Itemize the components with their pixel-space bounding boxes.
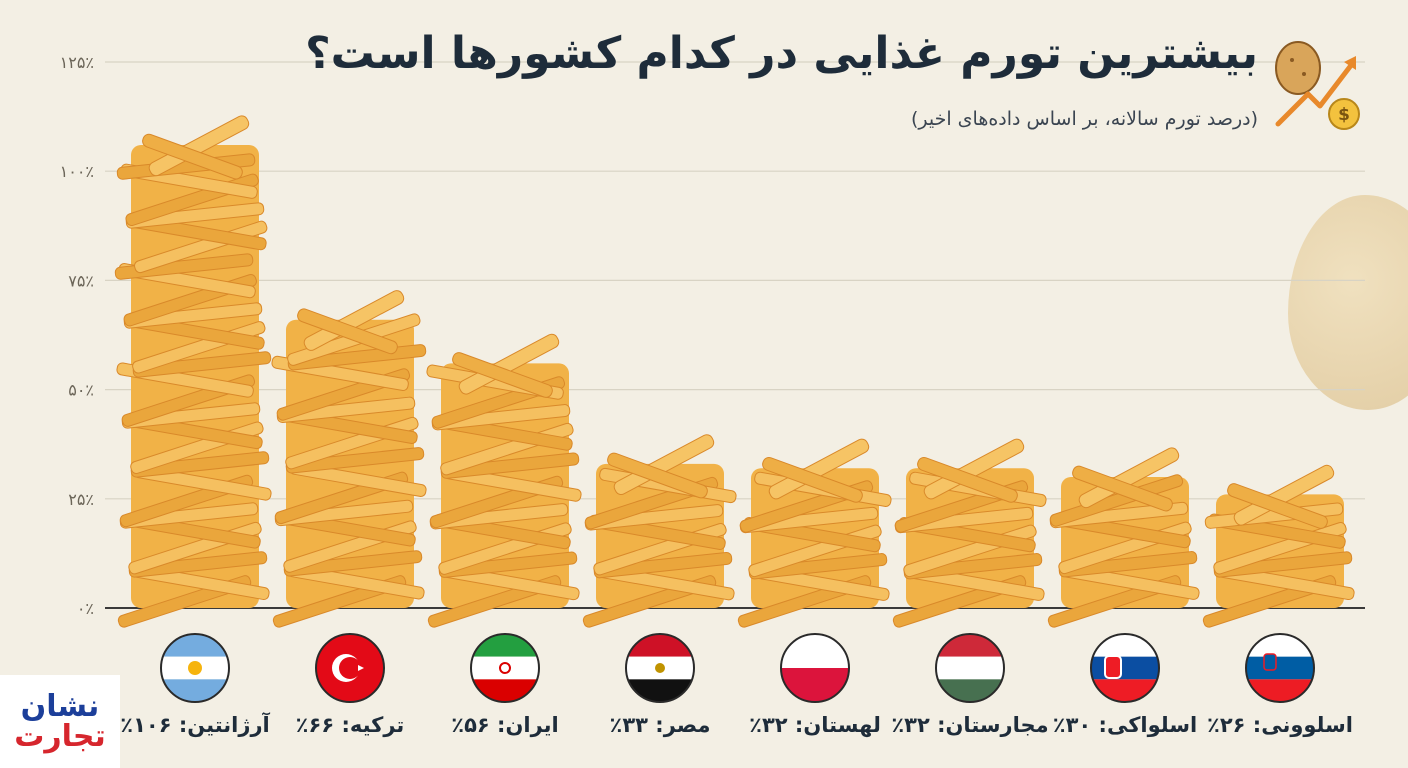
category-label: مجارستان: ۳۲٪ xyxy=(891,713,1048,737)
potato-icon xyxy=(1275,41,1321,95)
category-label: لهستان: ۳۲٪ xyxy=(749,713,881,737)
y-tick-label: ۷۵٪ xyxy=(68,271,94,290)
flag-hungary-icon xyxy=(935,633,1005,703)
bar xyxy=(1202,464,1355,628)
logo-line1: نشان xyxy=(20,688,100,724)
flag-iran-icon xyxy=(470,633,540,703)
y-tick-label: ۰٪ xyxy=(77,599,94,618)
bar xyxy=(114,115,272,628)
trend-up-arrow-icon xyxy=(1275,61,1355,127)
title-icon-group: $ xyxy=(1275,41,1360,130)
bar xyxy=(582,434,737,628)
category-label: ترکیه: ۶۶٪ xyxy=(296,713,405,737)
bar xyxy=(892,438,1047,628)
dollar-coin-icon xyxy=(1328,98,1360,130)
svg-text:$: $ xyxy=(1338,105,1350,125)
category-label: اسلواکی: ۳۰٪ xyxy=(1053,713,1197,737)
flag-slovenia-icon xyxy=(1245,633,1315,703)
y-tick-label: ۲۵٪ xyxy=(68,490,94,509)
bar xyxy=(426,333,582,628)
category-label: مصر: ۳۳٪ xyxy=(610,713,711,737)
bar xyxy=(271,290,427,628)
flag-egypt-icon xyxy=(625,633,695,703)
bar xyxy=(1047,447,1200,628)
chart-subtitle: (درصد تورم سالانه، بر اساس داده‌های اخیر… xyxy=(910,108,1258,130)
logo-line2: تجارت xyxy=(14,718,106,754)
category-label: ایران: ۵۶٪ xyxy=(451,713,558,737)
category-label: اسلوونی: ۲۶٪ xyxy=(1207,713,1353,737)
y-tick-label: ۱۲۵٪ xyxy=(60,53,94,72)
flag-poland-icon xyxy=(780,633,850,703)
y-tick-label: ۱۰۰٪ xyxy=(60,162,94,181)
bar xyxy=(737,438,892,628)
category-label: آرژانتین: ۱۰۶٪ xyxy=(120,712,270,737)
chart-title: بیشترین تورم غذایی در کدام کشورها است؟ xyxy=(305,28,1258,79)
brand-logo: نشان تجارت xyxy=(0,675,120,768)
y-tick-label: ۵۰٪ xyxy=(68,381,94,400)
flag-turkey-icon xyxy=(315,633,385,703)
flag-slovakia-icon xyxy=(1090,633,1160,703)
flag-argentina-icon xyxy=(160,633,230,703)
